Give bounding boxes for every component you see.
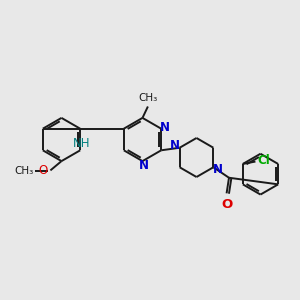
Text: Cl: Cl (258, 154, 271, 167)
Text: NH: NH (73, 137, 91, 150)
Text: O: O (38, 164, 48, 177)
Text: O: O (221, 199, 232, 212)
Text: CH₃: CH₃ (138, 93, 158, 103)
Text: N: N (138, 159, 148, 172)
Text: N: N (160, 121, 170, 134)
Text: N: N (213, 163, 223, 176)
Text: N: N (170, 139, 180, 152)
Text: CH₃: CH₃ (14, 166, 34, 176)
